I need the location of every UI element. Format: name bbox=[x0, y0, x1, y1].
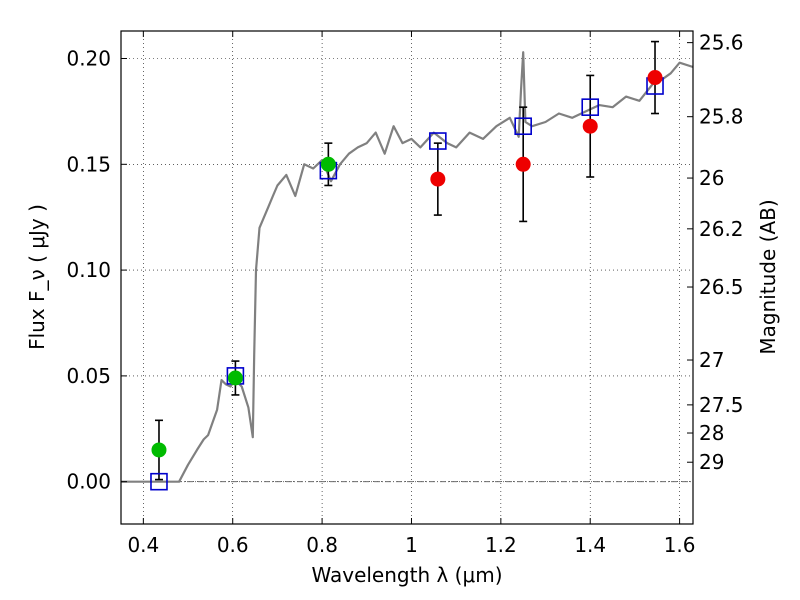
synthetic-photometry-square bbox=[150, 472, 168, 491]
magnitude-tick-label: 29 bbox=[699, 450, 724, 474]
detection-point bbox=[430, 171, 446, 187]
y-axis-title: Flux F_ν ( μJy ) bbox=[25, 204, 49, 350]
synthetic-photometry-square bbox=[514, 117, 532, 136]
data-layer bbox=[121, 40, 693, 491]
y-tick-label: 0.10 bbox=[66, 258, 111, 282]
plot-background bbox=[121, 31, 693, 524]
magnitude-tick-label: 26.5 bbox=[699, 275, 744, 299]
magnitude-tick-label: 25.6 bbox=[699, 31, 744, 55]
x-tick-label: 1.4 bbox=[574, 533, 606, 557]
y-tick-label: 0.15 bbox=[66, 152, 111, 176]
magnitude-tick-label: 25.8 bbox=[699, 105, 744, 129]
x-tick-label: 0.8 bbox=[306, 533, 338, 557]
x-tick-label: 0.4 bbox=[127, 533, 159, 557]
synthetic-photometry-square bbox=[429, 132, 447, 150]
magnitude-tick-label: 27.5 bbox=[699, 393, 744, 417]
x-axis-title: Wavelength λ (μm) bbox=[311, 563, 502, 587]
plot-frame bbox=[120, 30, 694, 525]
magnitude-tick-label: 28 bbox=[699, 421, 724, 445]
right-axis-title: Magnitude (AB) bbox=[756, 199, 780, 354]
magnitude-tick-label: 27 bbox=[699, 348, 724, 372]
detection-point bbox=[320, 156, 336, 172]
y-tick-label: 0.05 bbox=[66, 364, 111, 388]
detection-point bbox=[647, 70, 663, 86]
x-tick-label: 1.2 bbox=[485, 533, 517, 557]
y-tick-label: 0.20 bbox=[66, 47, 111, 71]
x-tick-label: 1.6 bbox=[664, 533, 696, 557]
magnitude-tick-label: 26.2 bbox=[699, 217, 744, 241]
ticks: 0.4 0.6 0.8 1 1.2 1.4 1.6 0.00 0.05 0.10 0.15 0.20 2… bbox=[66, 31, 743, 557]
detection-point bbox=[227, 370, 243, 386]
detection-point bbox=[515, 156, 531, 172]
x-tick-label: 1 bbox=[405, 533, 418, 557]
x-tick-label: 0.6 bbox=[217, 533, 249, 557]
magnitude-tick-label: 26 bbox=[699, 166, 724, 190]
y-tick-label: 0.00 bbox=[66, 470, 111, 494]
detection-point bbox=[151, 442, 167, 458]
synthetic-photometry-square bbox=[581, 98, 600, 116]
detection-point bbox=[582, 118, 598, 134]
